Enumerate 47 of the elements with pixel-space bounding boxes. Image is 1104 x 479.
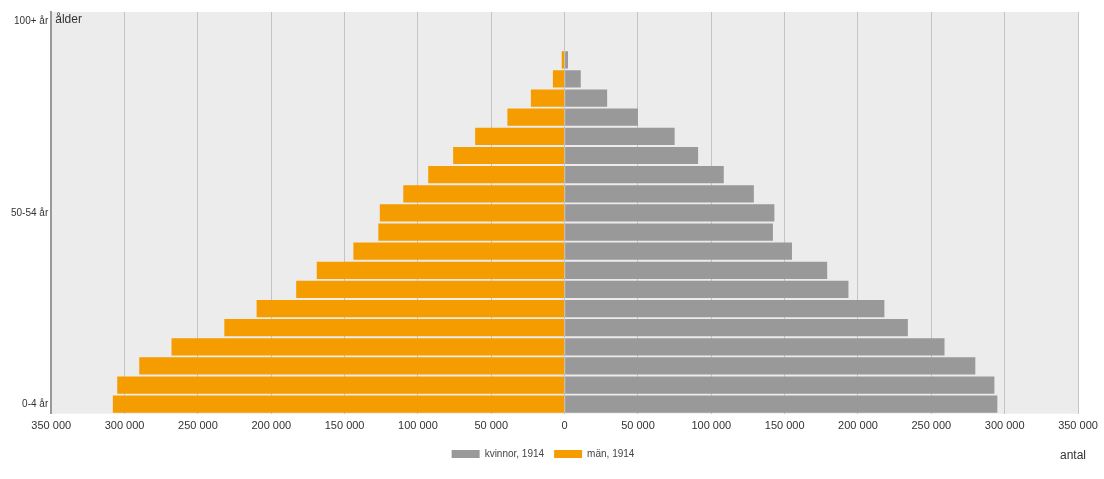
bar	[256, 299, 565, 318]
bar	[296, 280, 565, 299]
legend-label: kvinnor, 1914	[484, 447, 545, 459]
bar	[428, 166, 565, 184]
y-tick-label: 50-54 år	[11, 206, 49, 218]
bar	[565, 261, 828, 279]
bar	[171, 338, 565, 356]
x-tick-label: 300 000	[104, 419, 145, 432]
y-tick-label: 0-4 år	[22, 397, 49, 409]
bar	[353, 242, 565, 260]
bar	[112, 395, 565, 413]
x-axis-title: antal	[1059, 448, 1086, 463]
x-tick-label: 50 000	[621, 419, 655, 432]
x-tick-label: 100 000	[691, 419, 732, 432]
bar	[475, 127, 565, 145]
bar	[565, 319, 908, 337]
bar	[565, 51, 568, 69]
bar	[565, 127, 675, 145]
x-tick-label: 250 000	[178, 419, 218, 432]
x-tick-label: 350 000	[1058, 419, 1098, 432]
bar	[565, 299, 885, 318]
bar	[565, 395, 998, 413]
bar	[565, 146, 699, 165]
bar	[507, 108, 565, 126]
x-tick-label: 150 000	[324, 419, 365, 432]
x-tick-label: 350 000	[31, 419, 72, 432]
bar	[565, 280, 849, 299]
legend-label: män, 1914	[587, 447, 635, 459]
x-tick-label: 200 000	[251, 419, 292, 432]
bar	[316, 261, 565, 279]
bar	[565, 242, 792, 260]
bar	[565, 108, 638, 126]
x-tick-label: 300 000	[984, 419, 1025, 432]
x-tick-label: 100 000	[398, 419, 438, 432]
bar	[224, 319, 565, 337]
bar	[565, 166, 724, 184]
bar	[565, 185, 754, 203]
y-axis-title: ålder	[55, 12, 82, 27]
x-tick-label: 250 000	[911, 419, 952, 432]
bar	[565, 338, 945, 356]
y-tick-label: 100+ år	[14, 15, 49, 27]
x-tick-label: 0	[561, 419, 568, 432]
x-tick-label: 150 000	[764, 419, 805, 432]
bar	[453, 146, 565, 165]
x-tick-label: 50 000	[474, 419, 509, 432]
x-tick-label: 200 000	[838, 419, 878, 432]
bar	[403, 185, 565, 203]
